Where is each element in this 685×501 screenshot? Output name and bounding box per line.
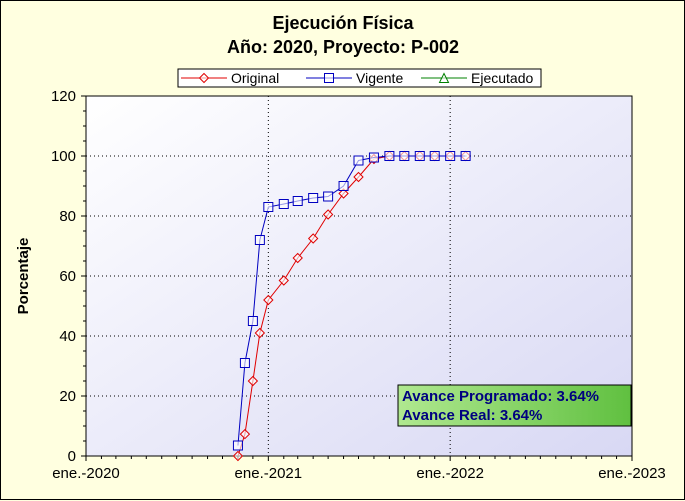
- data-point-vigente: [460, 151, 471, 161]
- y-tick-label: 0: [68, 448, 76, 465]
- legend-label-vigente: Vigente: [356, 70, 403, 86]
- data-point-original: [322, 209, 334, 220]
- x-tick-label: ene.-2023: [598, 465, 666, 482]
- y-axis: 0 20 40 60 80 100 120: [51, 88, 86, 465]
- data-point-vigente: [239, 358, 250, 368]
- y-tick-label: 20: [59, 388, 76, 405]
- data-point-vigente: [247, 316, 258, 326]
- series-vigente: [232, 151, 471, 451]
- data-point-vigente: [232, 440, 243, 451]
- data-point-original: [247, 375, 259, 387]
- data-point-vigente: [338, 181, 349, 191]
- data-point-original: [232, 450, 244, 462]
- data-point-vigente: [323, 191, 334, 202]
- data-point-original: [307, 233, 319, 244]
- legend-marker-vigente: [324, 73, 334, 83]
- y-tick-label: 80: [59, 208, 76, 225]
- data-point-original: [353, 171, 364, 183]
- data-point-vigente: [292, 196, 303, 206]
- data-point-vigente: [429, 151, 440, 161]
- x-tick-label: ene.-2022: [416, 465, 484, 482]
- y-tick-label: 40: [59, 328, 76, 345]
- y-axis-label: Porcentaje: [15, 238, 32, 315]
- data-point-original: [239, 428, 251, 440]
- legend-label-ejecutado: Ejecutado: [471, 70, 533, 86]
- data-point-vigente: [308, 193, 319, 203]
- y-tick-label: 60: [59, 268, 76, 285]
- data-point-vigente: [399, 151, 410, 161]
- legend-marker-ejecutado: [438, 72, 450, 83]
- data-point-vigente: [263, 202, 274, 212]
- annotation-real: Avance Real: 3.64%: [402, 407, 542, 424]
- data-point-vigente: [254, 235, 265, 245]
- chart-title: Ejecución Física: [272, 13, 414, 33]
- data-point-original: [263, 294, 274, 306]
- annotation-box: Avance Programado: 3.64% Avance Real: 3.…: [397, 384, 632, 427]
- x-axis: ene.-2020 ene.-2021 ene.-2022 ene.-2023: [52, 456, 666, 482]
- x-tick-label: ene.-2020: [52, 465, 120, 482]
- data-point-original: [254, 327, 266, 339]
- data-point-original: [292, 252, 303, 264]
- legend-label-original: Original: [231, 70, 279, 86]
- annotation-programado: Avance Programado: 3.64%: [402, 388, 599, 405]
- legend-marker-original: [198, 72, 210, 84]
- data-point-vigente: [368, 152, 379, 163]
- x-tick-label: ene.-2021: [235, 465, 303, 482]
- y-tick-label: 100: [51, 148, 76, 165]
- series-group: [232, 150, 471, 462]
- chart-subtitle: Año: 2020, Proyecto: P-002: [227, 37, 459, 57]
- data-point-vigente: [414, 151, 425, 161]
- data-point-vigente: [278, 199, 289, 209]
- legend: Original Vigente Ejecutado: [177, 68, 542, 88]
- data-point-vigente: [353, 155, 364, 166]
- data-point-vigente: [384, 151, 395, 161]
- annotation-background: [397, 384, 632, 427]
- data-point-original: [338, 188, 349, 199]
- y-tick-label: 120: [51, 88, 76, 105]
- data-point-original: [278, 275, 289, 286]
- data-point-vigente: [445, 151, 456, 161]
- legend-box: [177, 68, 542, 88]
